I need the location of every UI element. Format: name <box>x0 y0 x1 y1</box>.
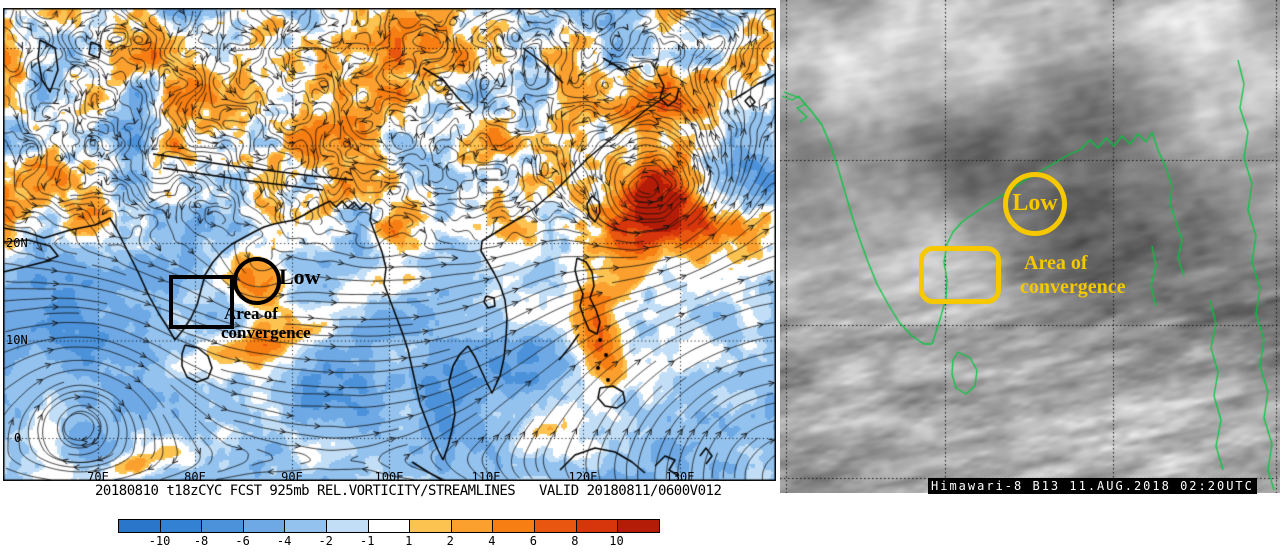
colorbar-tick: 2 <box>446 534 454 548</box>
lon-label-120e: 120E <box>568 470 598 484</box>
sat-area-label-line2: convergence <box>1020 276 1126 298</box>
colorbar-tick: -2 <box>318 534 333 548</box>
colorbar-cell <box>535 520 577 532</box>
vorticity-colorbar <box>118 519 660 533</box>
colorbar-tick: -4 <box>276 534 292 548</box>
colorbar-tick: -1 <box>359 534 375 548</box>
colorbar-cell <box>243 520 286 532</box>
colorbar-cell <box>327 520 369 532</box>
sat-area-label-line1: Area of <box>1024 252 1088 274</box>
lon-label-100e: 100E <box>374 470 404 484</box>
lat-label-eq: 0 <box>14 431 22 445</box>
lat-label-10n: 10N <box>6 333 28 347</box>
colorbar-tick: 8 <box>571 534 579 548</box>
colorbar-tick: 4 <box>488 534 496 548</box>
colorbar-cell <box>493 520 536 532</box>
colorbar-tick: -10 <box>148 534 171 548</box>
colorbar-cell <box>410 520 452 532</box>
vorticity-map-canvas <box>3 8 776 481</box>
map-low-label: Low <box>279 264 321 289</box>
sat-low-circle-annotation <box>1003 172 1067 236</box>
map-area-label-line1: Area of <box>224 304 278 323</box>
lon-label-80e: 80E <box>184 470 206 484</box>
lon-label-70e: 70E <box>87 470 109 484</box>
sat-convergence-box-annotation <box>919 246 1001 304</box>
satellite-caption: Himawari-8 B13 11.AUG.2018 02:20UTC <box>928 478 1257 494</box>
colorbar-tick: -6 <box>235 534 250 548</box>
colorbar-tick: -8 <box>193 534 209 548</box>
chart-caption: 20180810 t18zCYC FCST 925mb REL.VORTICIT… <box>95 483 722 499</box>
colorbar-cell <box>119 520 161 532</box>
colorbar-cell <box>285 520 328 532</box>
colorbar-tick: 6 <box>529 534 537 548</box>
colorbar-tick-labels: -10 -8 -6 -4 -2 -1 1 2 4 6 8 10 <box>118 533 660 547</box>
map-low-circle-annotation <box>233 257 281 305</box>
colorbar-cell <box>202 520 244 532</box>
colorbar-cell <box>160 520 203 532</box>
lat-label-20n: 20N <box>6 236 28 250</box>
sat-low-label: Low <box>1012 190 1058 216</box>
lon-label-130e: 130E <box>665 470 695 484</box>
map-convergence-box-annotation <box>169 275 234 329</box>
colorbar-cell <box>576 520 619 532</box>
lon-label-90e: 90E <box>281 470 303 484</box>
map-area-label-line2: convergence <box>221 323 311 342</box>
satellite-canvas <box>780 0 1280 493</box>
colorbar-cell <box>618 520 659 532</box>
colorbar-cell <box>368 520 411 532</box>
lon-label-110e: 110E <box>471 470 501 484</box>
colorbar-tick: 10 <box>609 534 624 548</box>
colorbar-tick: 1 <box>405 534 413 548</box>
colorbar-cell <box>451 520 494 532</box>
